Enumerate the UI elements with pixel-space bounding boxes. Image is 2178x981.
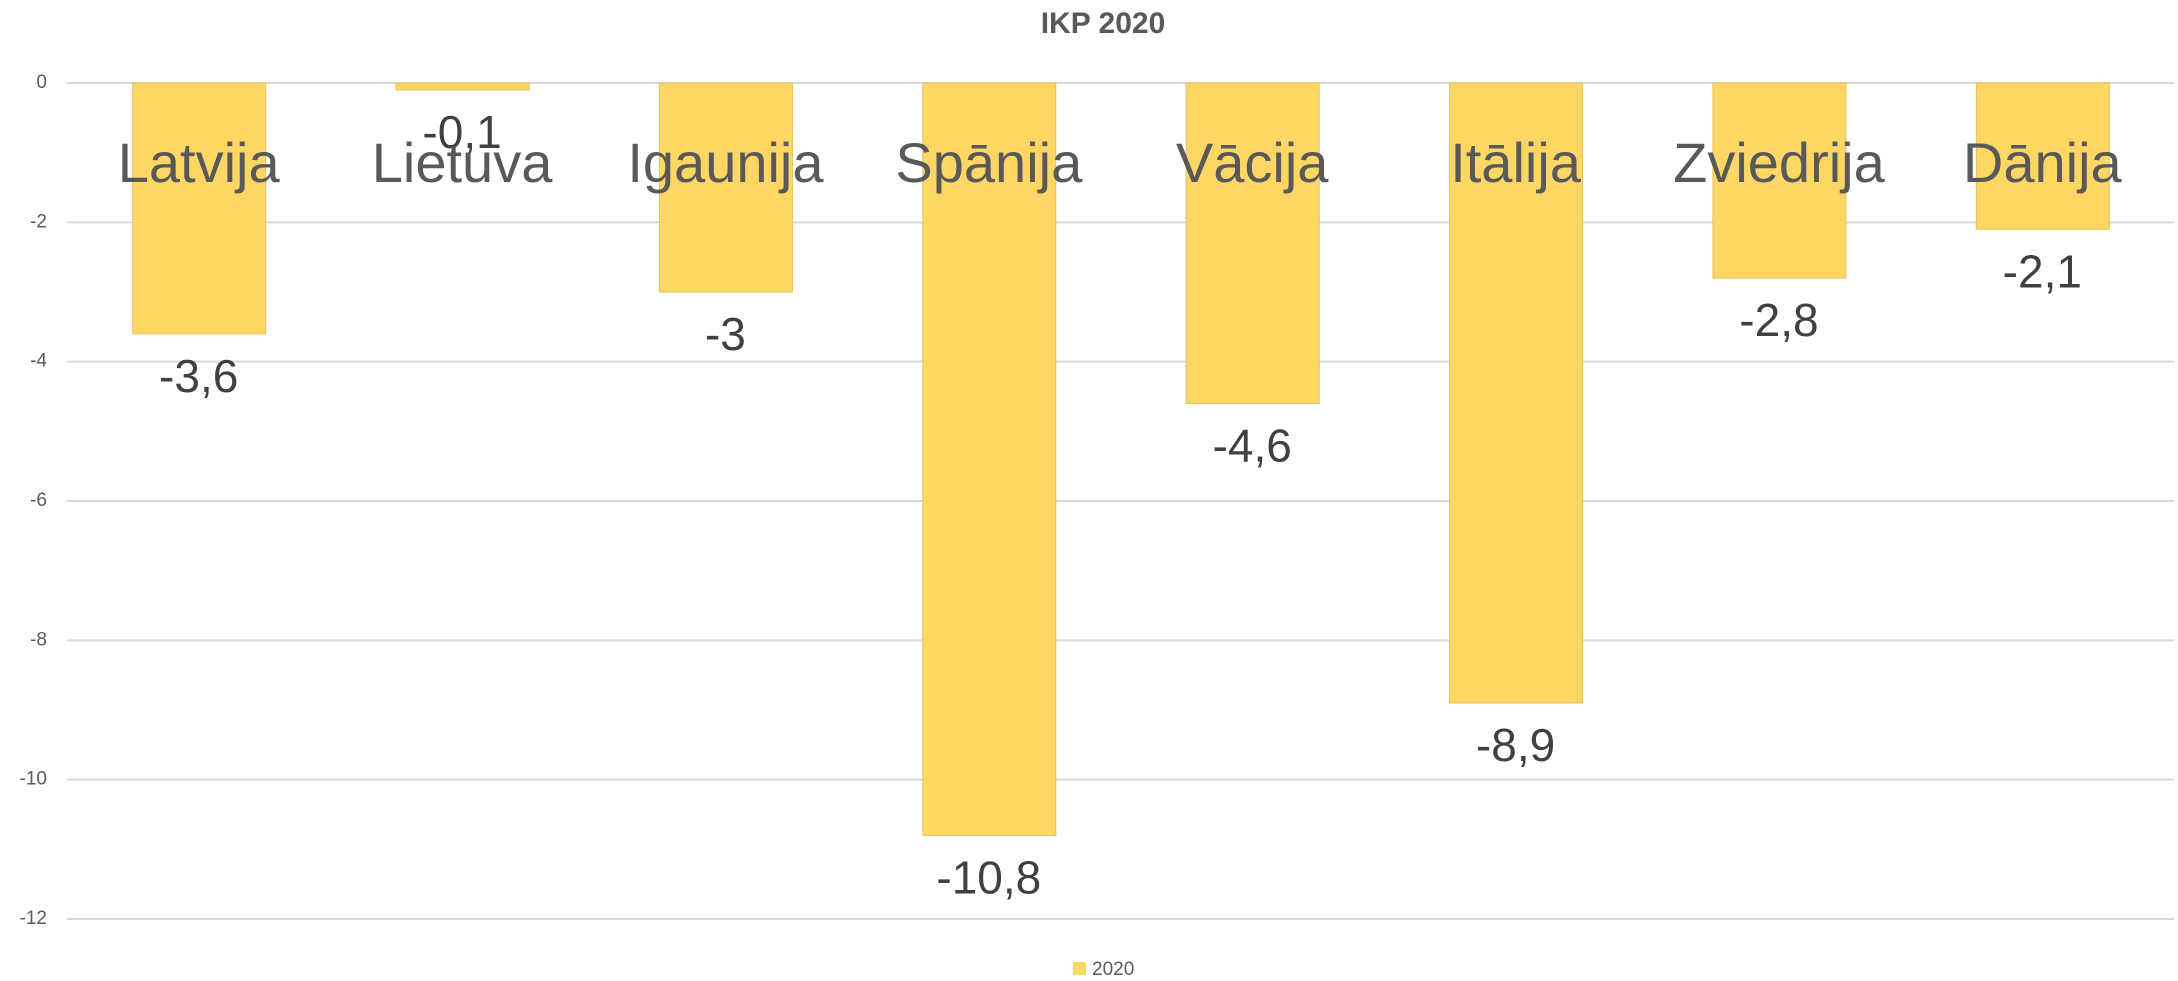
bar [922, 82, 1057, 836]
x-tick-label: Itālija [1450, 131, 1582, 194]
bar [132, 82, 267, 335]
x-tick-label: Spānija [895, 131, 1083, 194]
legend-swatch [1073, 962, 1086, 975]
chart-title: IKP 2020 [1041, 7, 1166, 40]
y-tick-label: -6 [30, 490, 47, 511]
data-label: -4,6 [1213, 420, 1292, 472]
bar [1712, 82, 1847, 279]
legend-label: 2020 [1092, 959, 1134, 980]
data-label: -3,6 [159, 350, 238, 402]
x-tick-label: Dānija [1963, 131, 2123, 194]
data-label: -2,1 [2003, 245, 2082, 297]
bar [395, 82, 530, 91]
y-tick-label: 0 [36, 72, 47, 93]
x-tick-label: Lietuva [372, 131, 553, 194]
x-tick-label: Vācija [1176, 131, 1329, 194]
y-tick-label: -12 [20, 908, 47, 929]
y-tick-label: -2 [30, 211, 47, 232]
data-label: -3 [705, 308, 746, 360]
bar [1185, 82, 1320, 404]
bar [1449, 82, 1584, 704]
data-label: -0,1 [422, 106, 501, 158]
y-tick-label: -4 [30, 351, 47, 372]
data-label: -8,9 [1476, 719, 1555, 771]
x-tick-label: Latvija [118, 131, 281, 194]
x-tick-label: Zviedrija [1673, 131, 1885, 194]
y-tick-label: -10 [20, 769, 47, 790]
x-tick-label: Igaunija [627, 131, 824, 194]
bar [1975, 82, 2110, 230]
data-label: -10,8 [936, 852, 1041, 904]
data-label: -2,8 [1739, 294, 1818, 346]
y-tick-label: -8 [30, 629, 47, 650]
bar [658, 82, 793, 293]
